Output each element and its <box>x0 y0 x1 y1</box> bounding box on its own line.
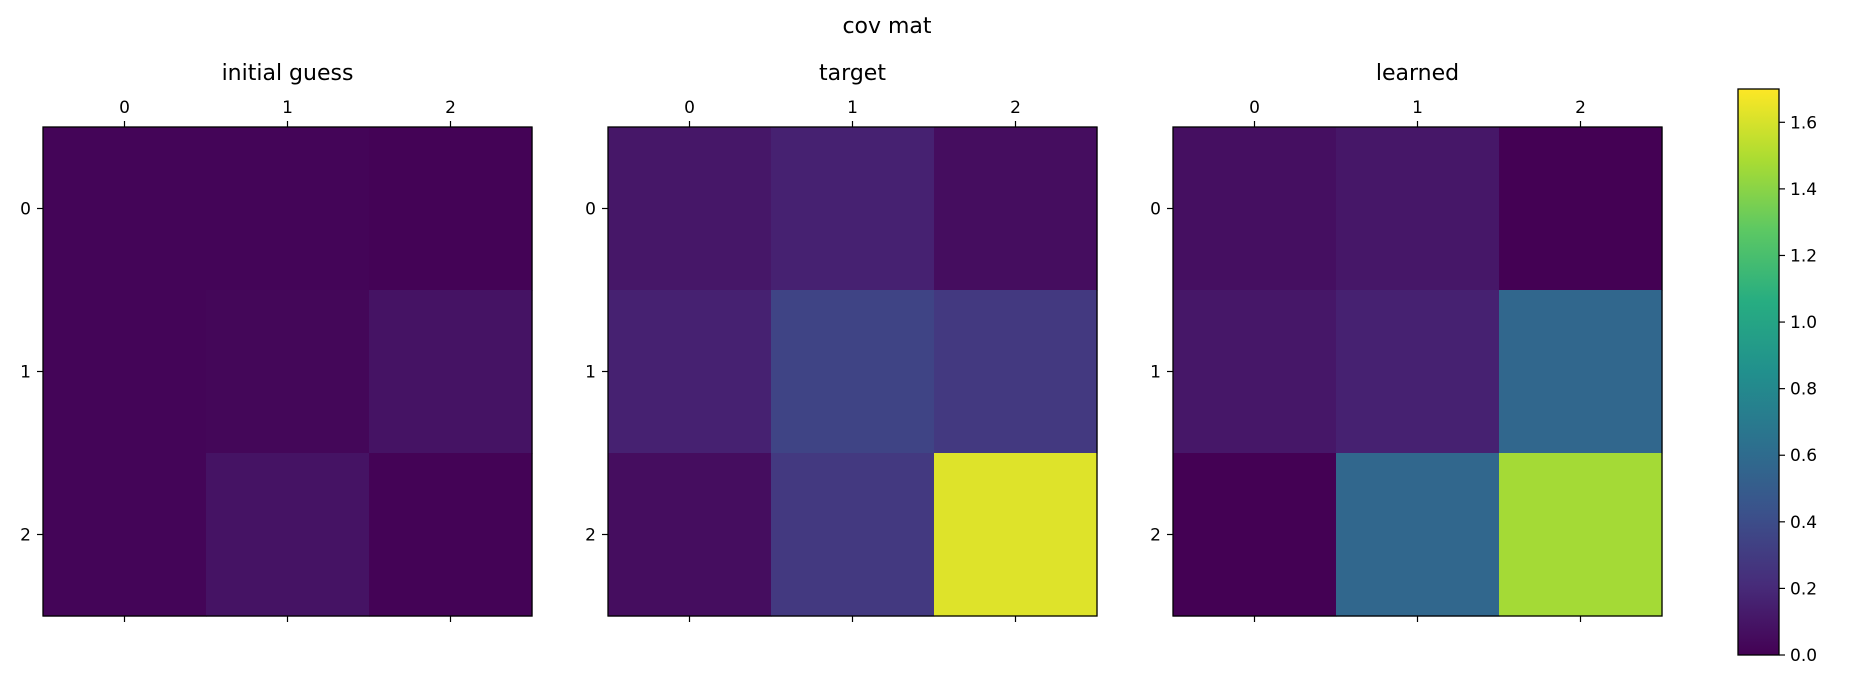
heatmap-cell <box>369 290 533 454</box>
y-tick-label: 1 <box>20 363 31 383</box>
y-tick-label: 1 <box>1150 363 1161 383</box>
heatmap-cell <box>43 290 207 454</box>
heatmap-cell <box>1499 127 1663 291</box>
x-tick-label: 2 <box>1575 98 1586 118</box>
y-tick-label: 2 <box>20 526 31 546</box>
heatmap-cell <box>1336 290 1500 454</box>
colorbar-tick-label: 1.2 <box>1790 246 1817 266</box>
heatmap-title: target <box>819 61 886 86</box>
y-tick-label: 2 <box>1150 526 1161 546</box>
heatmap-title: initial guess <box>222 61 354 86</box>
heatmap-cell <box>608 290 772 454</box>
heatmap-cell <box>771 290 935 454</box>
heatmap-cell <box>934 453 1098 617</box>
y-tick-label: 0 <box>1150 200 1161 220</box>
x-tick-label: 1 <box>1412 98 1423 118</box>
y-tick-label: 0 <box>585 200 596 220</box>
y-tick-label: 2 <box>585 526 596 546</box>
heatmap-cell <box>369 453 533 617</box>
colorbar-tick-label: 1.4 <box>1790 180 1817 200</box>
heatmap-cell <box>1499 290 1663 454</box>
colorbar-tick-label: 0.2 <box>1790 579 1817 599</box>
heatmap-cell <box>1173 453 1337 617</box>
heatmap-cell <box>771 127 935 291</box>
colorbar: 0.0 0.2 0.4 0.6 0.8 1.0 1.2 1.4 1.6 <box>1737 88 1817 666</box>
x-tick-label: 0 <box>684 98 695 118</box>
heatmap-panel: initial guess 0 1 2 0 1 2 <box>20 61 533 622</box>
x-tick-label: 2 <box>1010 98 1021 118</box>
colorbar-tick-label: 0.6 <box>1790 446 1817 466</box>
heatmap-cell <box>1173 290 1337 454</box>
heatmap-cell <box>771 453 935 617</box>
heatmap-cell <box>1173 127 1337 291</box>
heatmap-panels: initial guess 0 1 2 0 1 2 target 0 1 2 0 1 2 learned 0 1… <box>20 61 1663 622</box>
colorbar-frame <box>1737 88 1780 656</box>
colorbar-gradient <box>1738 89 1779 655</box>
y-tick-label: 0 <box>20 200 31 220</box>
heatmap-cell <box>206 127 370 291</box>
colorbar-tick-label: 0.4 <box>1790 513 1817 533</box>
heatmap-cell <box>934 127 1098 291</box>
colorbar-tick-label: 0.8 <box>1790 380 1817 400</box>
heatmap-cell <box>1499 453 1663 617</box>
heatmap-panel: target 0 1 2 0 1 2 <box>585 61 1098 622</box>
heatmap-cell <box>608 453 772 617</box>
heatmap-cell <box>1336 453 1500 617</box>
heatmap-cell <box>934 290 1098 454</box>
x-tick-label: 1 <box>282 98 293 118</box>
x-tick-label: 2 <box>445 98 456 118</box>
heatmap-cell <box>206 453 370 617</box>
y-tick-label: 1 <box>585 363 596 383</box>
colorbar-tick-label: 1.6 <box>1790 113 1817 133</box>
heatmap-cell <box>43 127 207 291</box>
heatmap-cell <box>1336 127 1500 291</box>
heatmap-cell <box>369 127 533 291</box>
heatmap-panel: learned 0 1 2 0 1 2 <box>1150 61 1663 622</box>
x-tick-label: 0 <box>119 98 130 118</box>
colorbar-tick-label: 1.0 <box>1790 313 1817 333</box>
colorbar-tick-label: 0.0 <box>1790 646 1817 666</box>
heatmap-cell <box>43 453 207 617</box>
figure-title: cov mat <box>842 14 931 39</box>
heatmap-cell <box>608 127 772 291</box>
heatmap-title: learned <box>1376 61 1459 86</box>
heatmap-cell <box>206 290 370 454</box>
x-tick-label: 1 <box>847 98 858 118</box>
x-tick-label: 0 <box>1249 98 1260 118</box>
